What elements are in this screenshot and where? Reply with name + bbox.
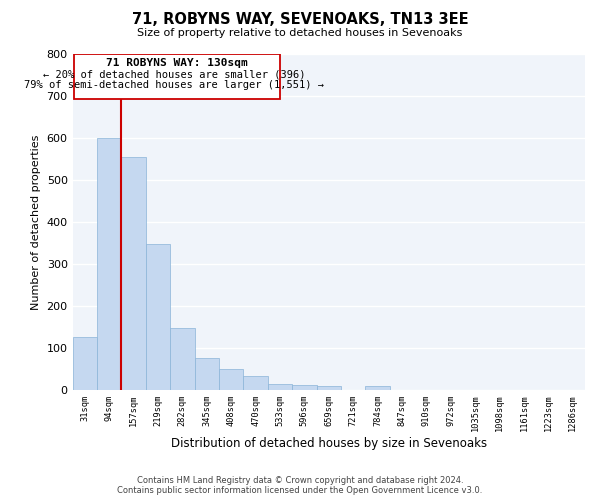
Bar xyxy=(268,384,292,390)
Bar xyxy=(219,369,244,390)
Bar xyxy=(170,328,194,390)
Bar xyxy=(121,157,146,390)
Bar xyxy=(317,386,341,390)
FancyBboxPatch shape xyxy=(74,54,280,99)
Bar xyxy=(292,385,317,390)
Bar xyxy=(97,138,121,390)
Bar xyxy=(365,386,390,390)
X-axis label: Distribution of detached houses by size in Sevenoaks: Distribution of detached houses by size … xyxy=(171,437,487,450)
Bar xyxy=(146,244,170,390)
Bar xyxy=(73,338,97,390)
Bar xyxy=(194,358,219,390)
Y-axis label: Number of detached properties: Number of detached properties xyxy=(31,134,41,310)
Text: Contains HM Land Registry data © Crown copyright and database right 2024.
Contai: Contains HM Land Registry data © Crown c… xyxy=(118,476,482,495)
Bar xyxy=(244,376,268,390)
Text: 71, ROBYNS WAY, SEVENOAKS, TN13 3EE: 71, ROBYNS WAY, SEVENOAKS, TN13 3EE xyxy=(131,12,469,28)
Text: ← 20% of detached houses are smaller (396): ← 20% of detached houses are smaller (39… xyxy=(43,69,305,79)
Text: 71 ROBYNS WAY: 130sqm: 71 ROBYNS WAY: 130sqm xyxy=(106,58,248,68)
Text: Size of property relative to detached houses in Sevenoaks: Size of property relative to detached ho… xyxy=(137,28,463,38)
Text: 79% of semi-detached houses are larger (1,551) →: 79% of semi-detached houses are larger (… xyxy=(25,80,325,90)
